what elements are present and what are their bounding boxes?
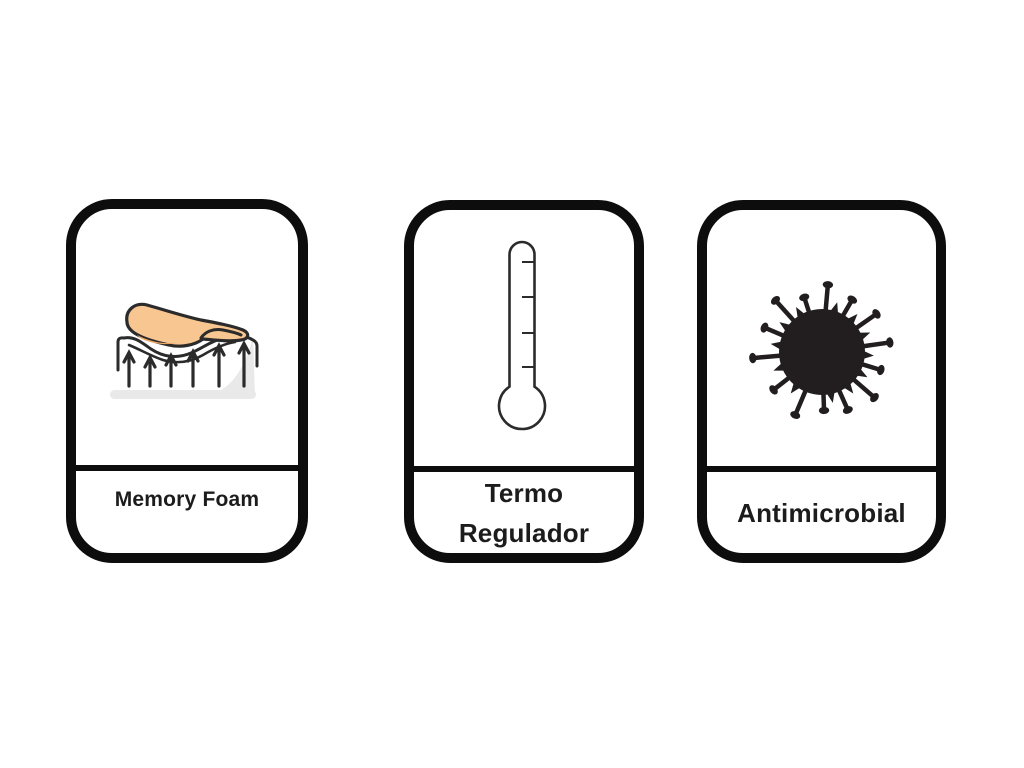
virus-icon bbox=[748, 281, 893, 419]
card-label-memory-foam: Memory Foam bbox=[114, 488, 260, 511]
card-divider bbox=[66, 465, 308, 471]
feature-card-termo-regulador: Termo Regulador bbox=[404, 200, 644, 563]
card-label-antimicrobial: Antimicrobial bbox=[737, 497, 906, 528]
feature-card-antimicrobial: Antimicrobial bbox=[697, 200, 946, 563]
memory-foam-hand-icon bbox=[110, 302, 259, 399]
card-label-area: Memory Foam bbox=[76, 459, 298, 541]
card-label-area: Termo Regulador bbox=[414, 472, 634, 553]
card-divider bbox=[404, 466, 644, 472]
card-label-termo-line1: Termo bbox=[484, 477, 564, 508]
card-icon-area bbox=[414, 210, 634, 466]
card-label-termo-line2: Regulador bbox=[458, 517, 590, 548]
card-icon-area bbox=[707, 210, 936, 466]
card-icon-area bbox=[76, 209, 298, 465]
card-divider bbox=[697, 466, 946, 472]
feature-card-memory-foam: Memory Foam bbox=[66, 199, 308, 563]
card-label-area: Antimicrobial bbox=[707, 472, 936, 553]
thermometer-icon bbox=[497, 240, 547, 431]
